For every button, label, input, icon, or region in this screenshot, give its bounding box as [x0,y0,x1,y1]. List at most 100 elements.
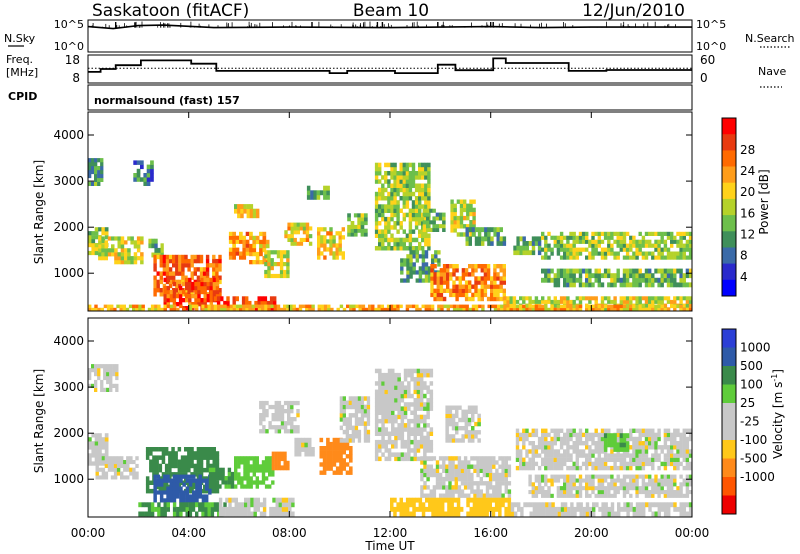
power-cell [461,272,466,277]
velocity-cell [126,467,130,472]
velocity-cell [572,478,576,483]
power-cell [101,248,105,253]
velocity-cell [288,506,292,512]
velocity-cell [234,506,238,512]
power-cell [117,260,121,265]
power-cell [335,231,339,236]
velocity-cell [104,445,109,450]
velocity-cell [378,418,382,424]
velocity-cell [666,436,671,442]
velocity-cell [525,449,529,454]
power-cell [613,307,617,312]
velocity-cell [553,441,557,446]
velocity-cell [394,456,398,462]
power-cell [205,258,210,264]
power-cell [433,264,437,269]
power-cell [456,307,460,312]
velocity-cell [100,379,104,385]
velocity-cell [651,432,655,438]
velocity-cell [676,432,680,438]
power-cell [292,304,296,309]
velocity-cell [255,480,259,485]
velocity-cell [467,468,471,473]
power-cell [181,271,185,276]
power-cell [450,215,454,221]
power-cell [424,166,428,172]
velocity-cell [463,493,468,498]
power-cell [418,278,423,283]
power-cell [418,187,422,193]
velocity-cell [203,488,207,494]
velocity-cell [600,482,605,487]
power-cell [427,183,431,188]
velocity-cell [461,413,465,419]
velocity-cell [196,451,201,456]
power-cell [381,216,385,222]
velocity-cell [387,448,392,453]
velocity-cell [109,372,113,377]
power-cell [594,277,598,283]
velocity-cell [405,511,410,517]
power-cell [622,235,627,240]
velocity-cell [673,474,677,479]
power-cell [335,243,339,248]
power-cell [499,296,503,302]
velocity-cell [594,493,598,498]
velocity-cell [600,474,605,479]
power-cell [153,279,157,285]
velocity-cell [101,441,106,446]
power-cell [685,299,690,304]
velocity-cell [453,497,458,503]
velocity-cell [116,460,121,465]
velocity-cell [381,418,385,424]
power-cell [390,191,394,197]
power-cell [357,213,361,218]
velocity-cell [544,474,548,479]
power-cell [499,284,503,289]
velocity-cell [351,425,355,431]
power-cell [432,227,436,232]
power-cell [411,179,416,184]
velocity-cell [366,413,371,418]
power-cell [685,239,690,244]
velocity-cell [641,428,646,433]
velocity-cell [629,453,633,458]
power-cell [97,169,101,175]
velocity-cell [284,506,289,512]
power-cell [436,288,440,293]
power-cell [305,230,310,235]
velocity-cell [594,449,598,454]
power-cell [493,280,497,285]
velocity-cell [169,486,173,491]
velocity-cell [676,461,680,467]
velocity-cell [374,393,379,399]
power-cell [450,199,454,204]
velocity-cell [203,467,207,473]
velocity-cell [416,431,421,436]
power-cell [616,307,620,312]
velocity-cell [113,475,118,480]
velocity-cell [603,490,608,495]
power-cell [168,254,173,260]
velocity-cell [287,409,291,414]
velocity-cell [215,467,220,473]
power-cell [237,204,241,209]
frequency-panel [87,54,693,84]
velocity-cell [150,506,155,512]
power-cell [421,187,425,193]
power-cell [396,183,400,188]
velocity-cell [387,381,392,386]
velocity-cell [393,497,397,503]
velocity-cell [296,409,300,414]
velocity-cell [262,409,266,414]
velocity-cell [262,502,267,508]
power-cell [474,227,479,233]
velocity-cell [455,413,459,419]
velocity-cell [357,421,362,426]
power-cell [117,240,121,245]
velocity-cell [209,451,213,456]
velocity-cell [104,437,109,442]
power-cell [503,307,507,312]
velocity-cell [378,410,382,415]
velocity-cell [394,398,398,403]
